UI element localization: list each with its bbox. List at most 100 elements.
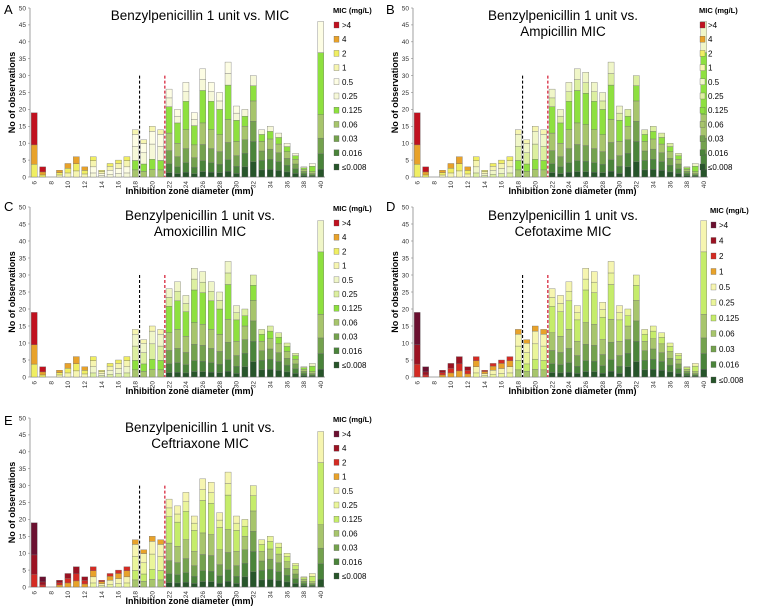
- bar-segment: [191, 278, 198, 291]
- x-tick-label: 32: [634, 381, 641, 389]
- bar-segment: [683, 373, 691, 376]
- chart-title: Benzylpenicillin 1 unit vs. MIC: [111, 8, 290, 23]
- bar-segment: [300, 171, 308, 174]
- bar-segment: [292, 569, 299, 575]
- bar-segment: [275, 542, 282, 548]
- bar-segment: [241, 525, 249, 537]
- bar-segment: [267, 348, 274, 360]
- bar-segment: [174, 362, 181, 373]
- bar-segment: [208, 482, 215, 493]
- legend-title: MIC (mg/L): [333, 204, 372, 213]
- bar-segment: [157, 146, 164, 161]
- bar-segment: [123, 366, 131, 374]
- bar-segment: [39, 374, 46, 378]
- bar-segment: [56, 174, 63, 178]
- bar-segment: [132, 129, 139, 135]
- bar-segment: [548, 163, 556, 173]
- y-tick-label: 20: [402, 107, 410, 114]
- bar-segment: [233, 530, 240, 552]
- bar-segment: [565, 91, 573, 102]
- x-tick-label: 12: [82, 181, 89, 189]
- bar-segment: [81, 370, 88, 375]
- legend-swatch: [333, 319, 340, 326]
- bar-segment: [300, 576, 308, 579]
- bar-segment: [250, 285, 257, 301]
- bar-segment: [414, 112, 421, 146]
- bar-segment: [250, 100, 257, 122]
- bar-segment: [275, 562, 282, 572]
- panel-letter: E: [4, 413, 13, 428]
- legend-label: 0.016: [719, 361, 740, 370]
- bar-segment: [557, 295, 564, 304]
- bar-segment: [692, 173, 699, 176]
- y-tick-label: 30: [402, 73, 410, 80]
- x-tick-label: 40: [318, 591, 325, 599]
- legend-swatch: [710, 330, 717, 337]
- bar-segment: [115, 583, 122, 588]
- bar-segment: [165, 306, 173, 333]
- bar-segment: [149, 143, 156, 160]
- bar-segment: [208, 492, 215, 504]
- bar-segment: [464, 173, 471, 178]
- bar-segment: [557, 166, 564, 174]
- bar-segment: [241, 139, 249, 154]
- bar-segment: [182, 352, 190, 365]
- bar-segment: [31, 363, 38, 378]
- bar-segment: [267, 148, 274, 160]
- bar-segment: [191, 119, 198, 126]
- bar-segment: [233, 166, 240, 174]
- bar-segment: [574, 122, 581, 145]
- bar-segment: [90, 160, 97, 168]
- bar-segment: [275, 161, 282, 171]
- bar-segment: [633, 361, 640, 378]
- legend-label: 0.06: [342, 529, 358, 538]
- bar-segment: [633, 320, 640, 342]
- y-tick-label: 40: [402, 39, 410, 46]
- bar-segment: [64, 578, 72, 584]
- bar-segment: [157, 579, 164, 588]
- bar-segment: [422, 366, 429, 373]
- bar-segment: [300, 166, 308, 169]
- bar-segment: [132, 333, 139, 347]
- bar-segment: [309, 581, 316, 584]
- x-tick-label: 26: [583, 381, 590, 389]
- legend-swatch: [333, 430, 340, 438]
- bar-segment: [607, 61, 615, 74]
- bar-segment: [199, 160, 206, 172]
- bar-segment: [149, 330, 156, 345]
- bar-segment: [233, 305, 240, 313]
- bar-segment: [208, 571, 215, 582]
- legend-label: 4: [342, 233, 347, 242]
- bar-segment: [523, 371, 530, 378]
- x-tick-label: 16: [499, 381, 506, 389]
- x-tick-label: 40: [701, 181, 708, 189]
- bar-segment: [39, 371, 46, 376]
- chart-title: Benzylpenicillin 1 unit vs.: [488, 8, 638, 23]
- bar-segment: [208, 555, 215, 572]
- bar-segment: [582, 360, 589, 372]
- bar-segment: [616, 305, 623, 313]
- bar-segment: [317, 547, 324, 564]
- bar-segment: [233, 373, 240, 378]
- bar-segment: [666, 346, 674, 352]
- bar-segment: [258, 369, 265, 378]
- bar-segment: [683, 171, 691, 174]
- bar-segment: [216, 519, 223, 528]
- bar-segment: [157, 333, 164, 347]
- bar-segment: [591, 82, 598, 92]
- legend-swatch: [333, 248, 340, 255]
- bar-segment: [224, 494, 232, 530]
- bar-segment: [506, 166, 514, 174]
- bar-segment: [106, 174, 114, 178]
- bar-segment: [540, 329, 547, 335]
- y-tick-label: 10: [19, 551, 27, 558]
- bar-segment: [132, 134, 139, 147]
- legend-swatch: [699, 21, 706, 29]
- bar-segment: [582, 289, 589, 323]
- x-tick-label: 36: [667, 381, 674, 389]
- bar-segment: [267, 338, 274, 350]
- bar-segment: [149, 569, 156, 580]
- bar-segment: [456, 363, 463, 372]
- bar-segment: [582, 278, 589, 291]
